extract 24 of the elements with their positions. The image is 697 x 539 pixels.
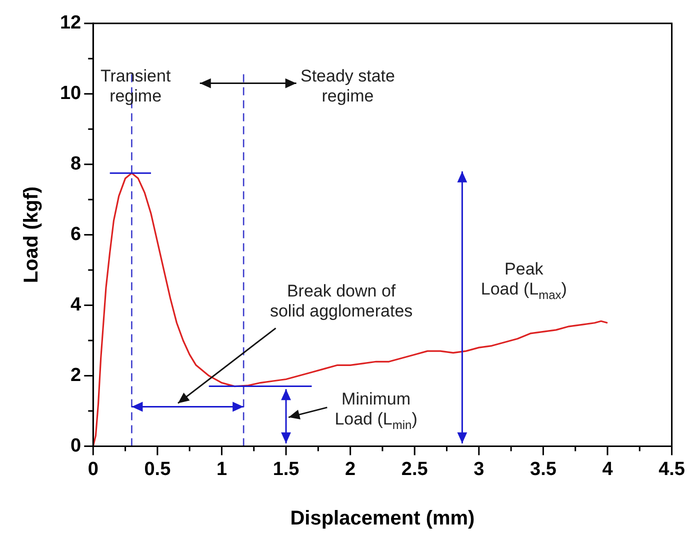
annotation: Transient regime [100, 66, 171, 108]
x-tick-label: 2 [345, 458, 356, 480]
x-axis-title: Displacement (mm) [290, 508, 475, 530]
y-tick-label: 12 [60, 12, 82, 34]
x-tick-label: 0.5 [144, 458, 172, 480]
y-tick-label: 8 [70, 154, 82, 175]
y-tick-label: 10 [60, 83, 82, 104]
y-axis-title: Load (kgf) [20, 186, 43, 284]
x-tick-label: 0 [88, 458, 98, 480]
y-tick-label: 6 [70, 224, 82, 246]
x-tick-label: 4.5 [658, 458, 686, 480]
x-tick-label: 3 [474, 458, 484, 480]
x-tick-label: 4 [602, 458, 614, 480]
x-tick-label: 1 [216, 458, 228, 480]
annotation: Minimum Load (L$_{min}$) [334, 389, 418, 433]
x-tick-label: 1.5 [272, 458, 300, 480]
y-tick-label: 0 [70, 435, 82, 456]
annotation: Break down of solid agglomerates [270, 281, 413, 322]
annotation: Peak Load (L$_{max}$) [480, 259, 567, 302]
y-tick-label: 2 [70, 364, 82, 386]
x-tick-label: 2.5 [401, 458, 428, 480]
annotation: Steady state regime [300, 66, 395, 108]
x-tick-label: 3.5 [530, 458, 557, 480]
y-tick-label: 4 [70, 294, 82, 316]
